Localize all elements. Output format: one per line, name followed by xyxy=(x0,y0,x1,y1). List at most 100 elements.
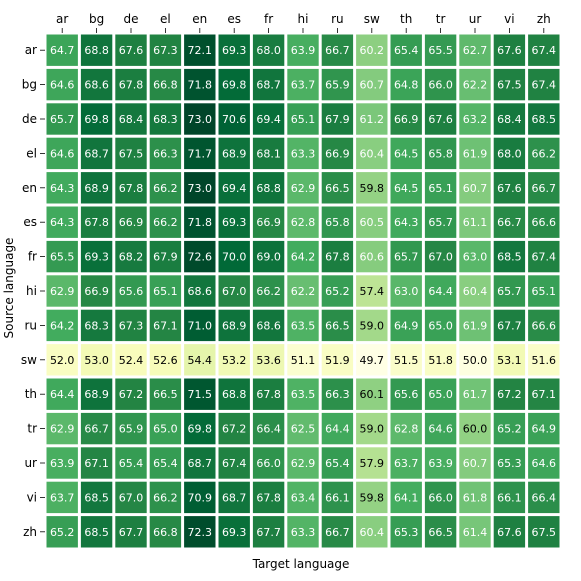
heatmap-cell-de-th xyxy=(390,103,422,135)
cell-value-th-el: 66.5 xyxy=(153,388,178,401)
y-tick-label-fr: fr xyxy=(28,250,37,264)
heatmap-cell-ru-th xyxy=(390,309,422,342)
cell-value-bg-ur: 62.2 xyxy=(463,79,488,92)
heatmap-cell-ru-el xyxy=(149,309,182,342)
cell-value-hi-es: 67.0 xyxy=(222,285,247,298)
heatmap-cell-tr-de xyxy=(115,412,147,445)
cell-value-de-en: 73.0 xyxy=(188,113,213,126)
heatmap-cell-th-bg xyxy=(80,378,113,410)
heatmap-cell-ur-th xyxy=(390,447,422,479)
cell-value-ru-bg: 68.3 xyxy=(84,319,109,332)
cell-value-de-de: 68.4 xyxy=(119,113,144,126)
heatmap-cell-en-bg xyxy=(80,172,113,204)
cell-value-en-ur: 60.7 xyxy=(463,182,488,195)
heatmap-cell-bg-th xyxy=(390,68,422,101)
cell-value-hi-en: 68.6 xyxy=(188,285,213,298)
cell-value-th-en: 71.5 xyxy=(188,388,213,401)
cell-value-zh-ar: 65.2 xyxy=(50,526,75,539)
cell-value-ur-hi: 62.9 xyxy=(291,457,316,470)
heatmap-cell-es-bg xyxy=(80,206,113,238)
heatmap-cell-vi-th xyxy=(390,481,422,514)
cell-value-en-sw: 59.8 xyxy=(360,182,385,195)
heatmap-cell-el-zh xyxy=(528,137,560,170)
cell-value-hi-de: 65.6 xyxy=(119,285,144,298)
cell-value-tr-bg: 66.7 xyxy=(84,423,109,436)
x-axis-ticks: ar bg de el en es fr hi ru sw th tr ur vi zh xyxy=(56,12,551,33)
cell-value-sw-zh: 51.6 xyxy=(532,354,557,367)
cell-value-zh-bg: 68.5 xyxy=(84,526,109,539)
heatmap-cell-th-el xyxy=(149,378,182,410)
cell-value-es-el: 66.2 xyxy=(153,216,178,229)
cell-value-ru-ur: 61.9 xyxy=(463,319,488,332)
heatmap-cell-tr-fr xyxy=(252,412,285,445)
cell-value-hi-bg: 66.9 xyxy=(84,285,109,298)
cell-value-zh-vi: 67.6 xyxy=(497,526,522,539)
heatmap-cell-bg-sw xyxy=(356,68,388,101)
cell-value-fr-vi: 68.5 xyxy=(497,251,522,264)
cell-value-de-es: 70.6 xyxy=(222,113,247,126)
cell-value-el-de: 67.5 xyxy=(119,147,144,160)
cell-value-fr-de: 68.2 xyxy=(119,251,144,264)
heatmap-cell-th-ar xyxy=(46,378,78,410)
cell-value-vi-ru: 66.1 xyxy=(325,491,350,504)
cell-value-bg-de: 67.8 xyxy=(119,79,144,92)
heatmap-cell-bg-ur xyxy=(459,68,491,101)
cell-value-ar-tr: 65.5 xyxy=(428,44,453,57)
cell-value-ru-ru: 66.5 xyxy=(325,319,350,332)
y-tick-label-ur: ur xyxy=(24,456,37,470)
cell-value-hi-ar: 62.9 xyxy=(50,285,75,298)
cell-value-zh-ur: 61.4 xyxy=(463,526,488,539)
heatmap-cell-ru-en xyxy=(184,309,216,342)
cell-value-ar-es: 69.3 xyxy=(222,44,247,57)
cell-value-fr-tr: 67.0 xyxy=(428,251,453,264)
cell-value-ar-zh: 67.4 xyxy=(532,44,557,57)
heatmap-cell-tr-ur xyxy=(459,412,491,445)
cell-value-de-vi: 68.4 xyxy=(497,113,522,126)
cell-value-ar-vi: 67.6 xyxy=(497,44,522,57)
heatmap-cell-hi-es xyxy=(218,275,250,307)
cell-value-zh-es: 69.3 xyxy=(222,526,247,539)
heatmap-cell-vi-ru xyxy=(321,481,354,514)
cell-value-hi-fr: 66.2 xyxy=(256,285,281,298)
cell-value-vi-tr: 66.0 xyxy=(428,491,453,504)
heatmap-cell-ar-sw xyxy=(356,34,388,66)
heatmap-cell-es-ru xyxy=(321,206,354,238)
heatmap-cell-ur-en xyxy=(184,447,216,479)
y-tick-label-en: en xyxy=(22,181,37,195)
heatmap-cell-bg-fr xyxy=(252,68,285,101)
heatmap-cell-de-en xyxy=(184,103,216,135)
cell-value-tr-sw: 59.0 xyxy=(360,423,385,436)
heatmap-cell-ur-tr xyxy=(424,447,457,479)
heatmap-cell-el-sw xyxy=(356,137,388,170)
cell-value-th-tr: 65.0 xyxy=(428,388,453,401)
cell-value-ur-bg: 67.1 xyxy=(84,457,109,470)
heatmap-cell-zh-sw xyxy=(356,516,388,548)
heatmap-cell-hi-el xyxy=(149,275,182,307)
heatmap-cell-fr-vi xyxy=(493,240,526,273)
heatmap-cell-el-hi xyxy=(287,137,319,170)
heatmap-cell-th-en xyxy=(184,378,216,410)
cell-value-vi-el: 66.2 xyxy=(153,491,178,504)
cell-value-ar-hi: 63.9 xyxy=(291,44,316,57)
heatmap-cell-ur-el xyxy=(149,447,182,479)
heatmap-cell-zh-zh xyxy=(528,516,560,548)
heatmap-cell-fr-th xyxy=(390,240,422,273)
heatmap-cell-sw-hi xyxy=(287,344,319,376)
cell-value-th-zh: 67.1 xyxy=(532,388,557,401)
cell-value-th-bg: 68.9 xyxy=(84,388,109,401)
cell-value-ru-de: 67.3 xyxy=(119,319,144,332)
cell-value-ar-ru: 66.7 xyxy=(325,44,350,57)
cell-value-tr-el: 65.0 xyxy=(153,423,178,436)
cell-value-bg-bg: 68.6 xyxy=(84,79,109,92)
heatmap-cell-fr-ar xyxy=(46,240,78,273)
cell-value-ru-zh: 66.6 xyxy=(532,319,557,332)
heatmap-cell-zh-tr xyxy=(424,516,457,548)
heatmap-cell-de-ar xyxy=(46,103,78,135)
cell-value-th-th: 65.6 xyxy=(394,388,419,401)
cell-value-hi-vi: 65.7 xyxy=(497,285,522,298)
cell-value-tr-ru: 64.4 xyxy=(325,423,350,436)
heatmap-cell-vi-bg xyxy=(80,481,113,514)
cell-value-ur-th: 63.7 xyxy=(394,457,419,470)
heatmap-cell-el-ru xyxy=(321,137,354,170)
